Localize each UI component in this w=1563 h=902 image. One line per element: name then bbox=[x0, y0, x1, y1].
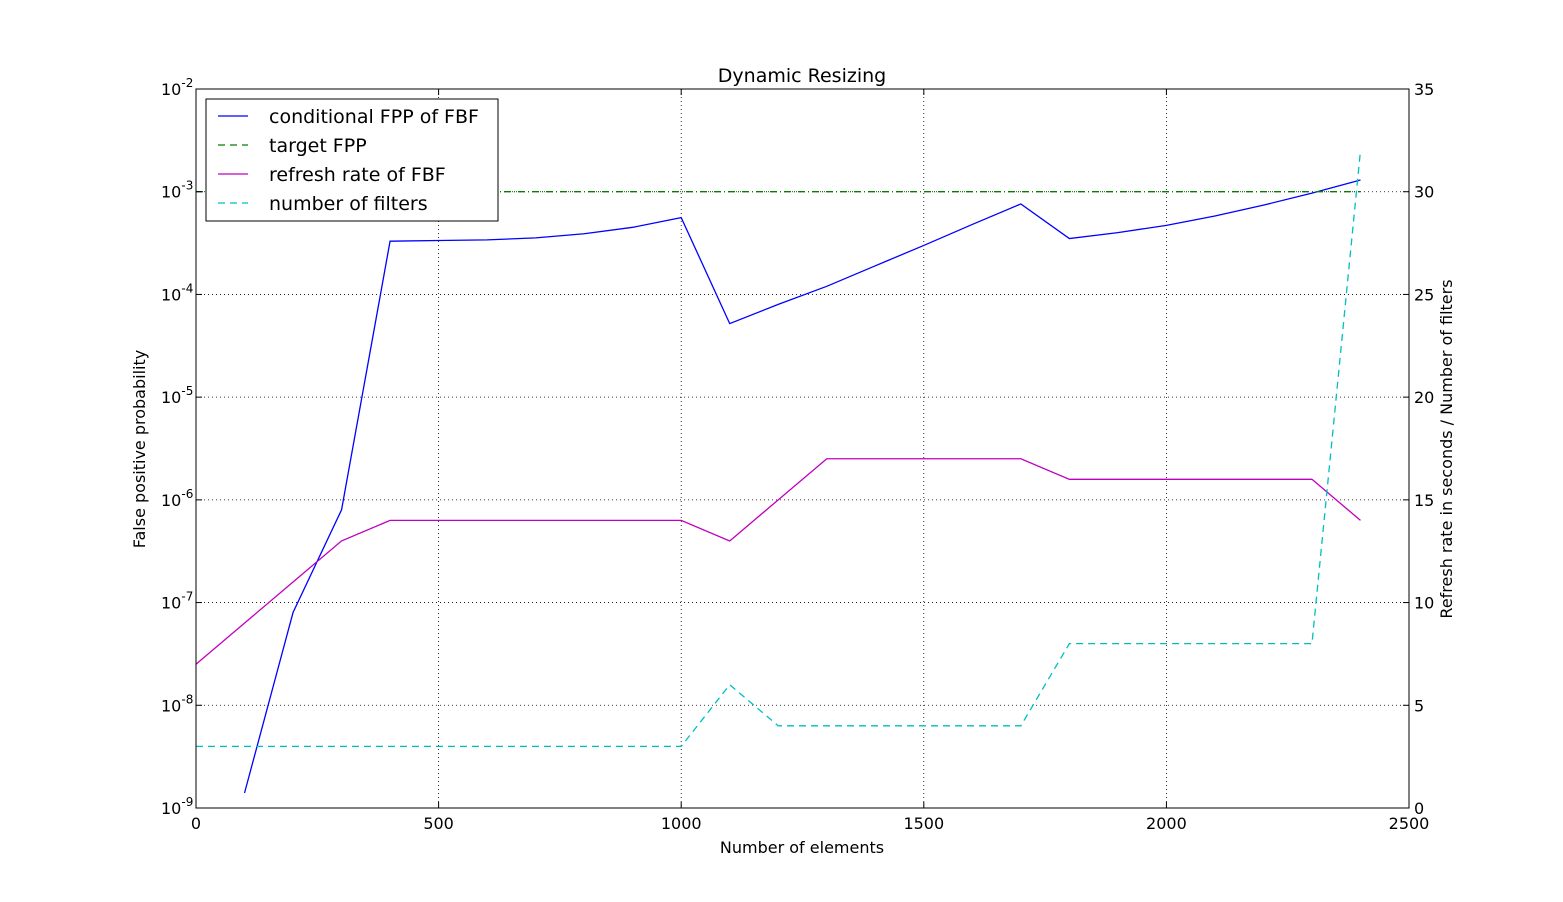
y-right-tick-label: 5 bbox=[1414, 696, 1424, 715]
x-tick-label: 1500 bbox=[903, 814, 944, 833]
series-layer bbox=[195, 150, 1362, 794]
y-right-tick-label: 25 bbox=[1414, 285, 1434, 304]
y-left-tick-label: 10-7 bbox=[161, 590, 193, 613]
plot-frame bbox=[195, 88, 1410, 809]
y-left-tick-label: 10-3 bbox=[161, 179, 193, 202]
y-left-tick-label: 10-2 bbox=[161, 76, 193, 99]
y-right-tick-label: 15 bbox=[1414, 491, 1434, 510]
x-tick-label: 2500 bbox=[1389, 814, 1430, 833]
series-line-conditional-fpp-of-fbf bbox=[243, 179, 1361, 794]
y-right-tick-label: 0 bbox=[1414, 799, 1424, 818]
x-axis-label: Number of elements bbox=[720, 838, 884, 857]
legend-label: refresh rate of FBF bbox=[269, 164, 446, 186]
x-tick-label: 500 bbox=[423, 814, 454, 833]
ticks: 0 500 1000 1500 2000 2500 10-9 10-8 10-7 10-6 10-5… bbox=[161, 76, 1434, 833]
series-line-number-of-filters bbox=[196, 150, 1362, 748]
y-right-tick-label: 10 bbox=[1414, 594, 1434, 613]
legend-label: target FPP bbox=[269, 135, 367, 157]
y-right-tick-label: 30 bbox=[1414, 183, 1434, 202]
y-axis-right-label: Refresh rate in seconds / Number of filt… bbox=[1437, 279, 1456, 618]
y-right-tick-label: 20 bbox=[1414, 388, 1434, 407]
chart-title: Dynamic Resizing bbox=[718, 65, 886, 87]
x-tick-label: 1000 bbox=[661, 814, 702, 833]
x-tick-label: 2000 bbox=[1146, 814, 1187, 833]
legend: conditional FPP of FBF target FPP refresh … bbox=[205, 98, 499, 222]
series-line-refresh-rate-of-fbf bbox=[195, 458, 1361, 665]
y-left-tick-label: 10-9 bbox=[161, 795, 193, 818]
legend-label: conditional FPP of FBF bbox=[269, 106, 479, 128]
y-axis-left-label: False positive probability bbox=[130, 350, 149, 548]
y-right-tick-label: 35 bbox=[1414, 80, 1434, 99]
y-left-tick-label: 10-5 bbox=[161, 384, 193, 407]
x-tick-label: 0 bbox=[191, 814, 201, 833]
legend-frame bbox=[205, 98, 499, 222]
y-left-tick-label: 10-4 bbox=[161, 281, 193, 304]
y-left-tick-label: 10-8 bbox=[161, 692, 193, 715]
legend-label: number of filters bbox=[269, 193, 428, 215]
y-left-tick-label: 10-6 bbox=[161, 487, 193, 510]
